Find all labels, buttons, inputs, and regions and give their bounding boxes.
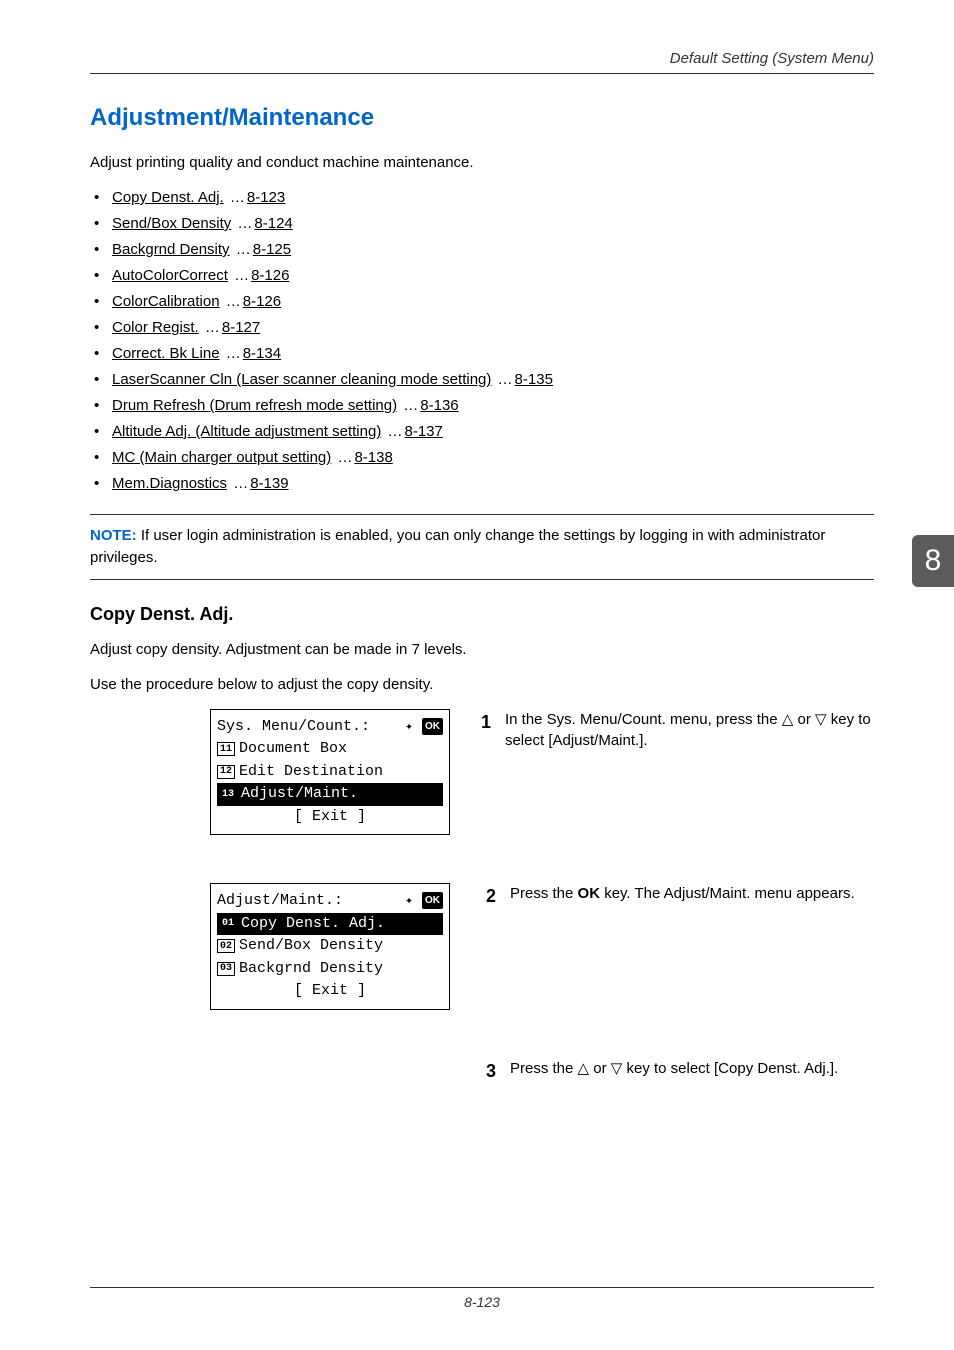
step-text: 1 In the Sys. Menu/Count. menu, press th… (478, 709, 874, 753)
nav-icon: ✦ (405, 719, 413, 734)
sub-heading: Copy Denst. Adj. (90, 604, 874, 625)
step-text-part: or (589, 1060, 611, 1077)
lcd-row-text: Send/Box Density (239, 935, 383, 958)
step-text-part: Press the (510, 1060, 578, 1077)
nav-icon: ✦ (405, 893, 413, 908)
toc-page[interactable]: 8-137 (404, 423, 442, 440)
down-triangle-icon: ▽ (611, 1060, 623, 1077)
header-text: Default Setting (System Menu) (670, 50, 874, 67)
ok-key-label: OK (578, 885, 601, 902)
toc-item[interactable]: Color Regist. …8-127 (112, 319, 874, 336)
toc-page[interactable]: 8-126 (243, 293, 281, 310)
toc-list: Copy Denst. Adj. …8-123 Send/Box Density… (90, 189, 874, 492)
lcd-title: Sys. Menu/Count.: (217, 716, 370, 739)
lcd-screen-1: Sys. Menu/Count.: ✦ OK 11 Document Box 1… (210, 709, 450, 836)
lcd-row-num: 11 (217, 742, 235, 756)
toc-item[interactable]: Correct. Bk Line …8-134 (112, 345, 874, 362)
step-row: Sys. Menu/Count.: ✦ OK 11 Document Box 1… (90, 709, 874, 836)
toc-link[interactable]: Mem.Diagnostics (112, 475, 227, 492)
section-intro: Adjust printing quality and conduct mach… (90, 154, 874, 171)
step-text-part: or (793, 711, 815, 728)
toc-link[interactable]: Correct. Bk Line (112, 345, 220, 362)
toc-link[interactable]: Copy Denst. Adj. (112, 189, 224, 206)
toc-link[interactable]: AutoColorCorrect (112, 267, 228, 284)
toc-page[interactable]: 8-139 (250, 475, 288, 492)
toc-item[interactable]: Backgrnd Density …8-125 (112, 241, 874, 258)
toc-page[interactable]: 8-134 (243, 345, 281, 362)
toc-link[interactable]: Send/Box Density (112, 215, 231, 232)
lcd-title: Adjust/Maint.: (217, 890, 343, 913)
lcd-exit: [ Exit ] (217, 980, 443, 1003)
page-footer: 8-123 (90, 1287, 874, 1310)
toc-item[interactable]: ColorCalibration …8-126 (112, 293, 874, 310)
toc-item[interactable]: MC (Main charger output setting) …8-138 (112, 449, 874, 466)
step-text-part: key. The Adjust/Maint. menu appears. (600, 885, 855, 902)
toc-page[interactable]: 8-135 (515, 371, 553, 388)
lcd-row-num: 13 (219, 787, 237, 801)
lcd-row-num: 01 (219, 917, 237, 931)
step-text-part: In the Sys. Menu/Count. menu, press the (505, 711, 782, 728)
step-row: Adjust/Maint.: ✦ OK 01 Copy Denst. Adj. … (90, 883, 874, 1010)
lcd-row-text: Document Box (239, 738, 347, 761)
up-triangle-icon: △ (578, 1060, 590, 1077)
toc-page[interactable]: 8-124 (254, 215, 292, 232)
step-number: 1 (478, 709, 491, 753)
step-text-part: Press the (510, 885, 578, 902)
lcd-row-num: 03 (217, 962, 235, 976)
note-block: NOTE: If user login administration is en… (90, 514, 874, 580)
down-triangle-icon: ▽ (815, 711, 827, 728)
lcd-row-text: Backgrnd Density (239, 958, 383, 981)
toc-page[interactable]: 8-123 (247, 189, 285, 206)
step-text-part: key to select [Copy Denst. Adj.]. (622, 1060, 838, 1077)
toc-item[interactable]: Drum Refresh (Drum refresh mode setting)… (112, 397, 874, 414)
toc-link[interactable]: ColorCalibration (112, 293, 220, 310)
lcd-row-num: 12 (217, 765, 235, 779)
toc-link[interactable]: Altitude Adj. (Altitude adjustment setti… (112, 423, 381, 440)
lcd-screen-2: Adjust/Maint.: ✦ OK 01 Copy Denst. Adj. … (210, 883, 450, 1010)
lcd-row-text: Copy Denst. Adj. (241, 913, 385, 936)
step-text: 2 Press the OK key. The Adjust/Maint. me… (478, 883, 874, 909)
toc-link[interactable]: MC (Main charger output setting) (112, 449, 331, 466)
toc-link[interactable]: Drum Refresh (Drum refresh mode setting) (112, 397, 397, 414)
toc-link[interactable]: LaserScanner Cln (Laser scanner cleaning… (112, 371, 491, 388)
chapter-tab: 8 (912, 535, 954, 587)
lcd-row-text: Edit Destination (239, 761, 383, 784)
toc-page[interactable]: 8-126 (251, 267, 289, 284)
step-number: 2 (478, 883, 496, 909)
paragraph: Use the procedure below to adjust the co… (90, 674, 874, 695)
toc-item[interactable]: AutoColorCorrect …8-126 (112, 267, 874, 284)
lcd-row-text: Adjust/Maint. (241, 783, 358, 806)
toc-page[interactable]: 8-125 (253, 241, 291, 258)
page-number: 8-123 (464, 1294, 500, 1310)
toc-page[interactable]: 8-136 (420, 397, 458, 414)
toc-item[interactable]: Mem.Diagnostics …8-139 (112, 475, 874, 492)
toc-page[interactable]: 8-138 (354, 449, 392, 466)
lcd-exit: [ Exit ] (217, 806, 443, 829)
step-row: 3 Press the △ or ▽ key to select [Copy D… (90, 1058, 874, 1084)
toc-page[interactable]: 8-127 (222, 319, 260, 336)
toc-link[interactable]: Color Regist. (112, 319, 199, 336)
lcd-row-num: 02 (217, 939, 235, 953)
step-text: 3 Press the △ or ▽ key to select [Copy D… (478, 1058, 874, 1084)
ok-icon: OK (422, 718, 443, 735)
ok-icon: OK (422, 892, 443, 909)
step-number: 3 (478, 1058, 496, 1084)
note-text: If user login administration is enabled,… (90, 527, 825, 566)
toc-item[interactable]: LaserScanner Cln (Laser scanner cleaning… (112, 371, 874, 388)
section-title: Adjustment/Maintenance (90, 104, 874, 132)
toc-item[interactable]: Altitude Adj. (Altitude adjustment setti… (112, 423, 874, 440)
paragraph: Adjust copy density. Adjustment can be m… (90, 639, 874, 660)
steps-container: Sys. Menu/Count.: ✦ OK 11 Document Box 1… (90, 709, 874, 1084)
up-triangle-icon: △ (782, 711, 794, 728)
toc-link[interactable]: Backgrnd Density (112, 241, 230, 258)
toc-item[interactable]: Send/Box Density …8-124 (112, 215, 874, 232)
toc-item[interactable]: Copy Denst. Adj. …8-123 (112, 189, 874, 206)
note-label: NOTE: (90, 527, 137, 544)
page-header: Default Setting (System Menu) (90, 50, 874, 74)
